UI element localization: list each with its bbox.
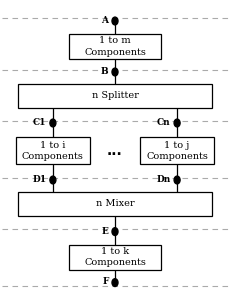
- Text: F: F: [102, 278, 108, 286]
- Text: 1 to k
Components: 1 to k Components: [84, 247, 145, 268]
- Text: A: A: [101, 16, 108, 25]
- Text: Cn: Cn: [156, 118, 170, 127]
- Text: B: B: [101, 67, 108, 76]
- Circle shape: [112, 68, 117, 76]
- Text: E: E: [101, 226, 108, 236]
- Text: 1 to i
Components: 1 to i Components: [22, 141, 84, 161]
- Text: n Splitter: n Splitter: [91, 92, 138, 100]
- Circle shape: [173, 176, 179, 184]
- Circle shape: [112, 228, 117, 236]
- Bar: [18, 84, 211, 108]
- Bar: [69, 34, 160, 59]
- Text: Dn: Dn: [156, 175, 170, 184]
- Text: ...: ...: [107, 144, 122, 158]
- Bar: [69, 245, 160, 270]
- Text: n Mixer: n Mixer: [95, 200, 134, 208]
- Text: C1: C1: [33, 118, 46, 127]
- Bar: [140, 137, 213, 164]
- Circle shape: [112, 17, 117, 25]
- Circle shape: [50, 119, 56, 127]
- Bar: [18, 192, 211, 216]
- Circle shape: [173, 119, 179, 127]
- Text: 1 to j
Components: 1 to j Components: [145, 141, 207, 161]
- Circle shape: [112, 279, 117, 286]
- Text: 1 to m
Components: 1 to m Components: [84, 36, 145, 56]
- Circle shape: [50, 176, 56, 184]
- Bar: [16, 137, 89, 164]
- Text: D1: D1: [32, 175, 46, 184]
